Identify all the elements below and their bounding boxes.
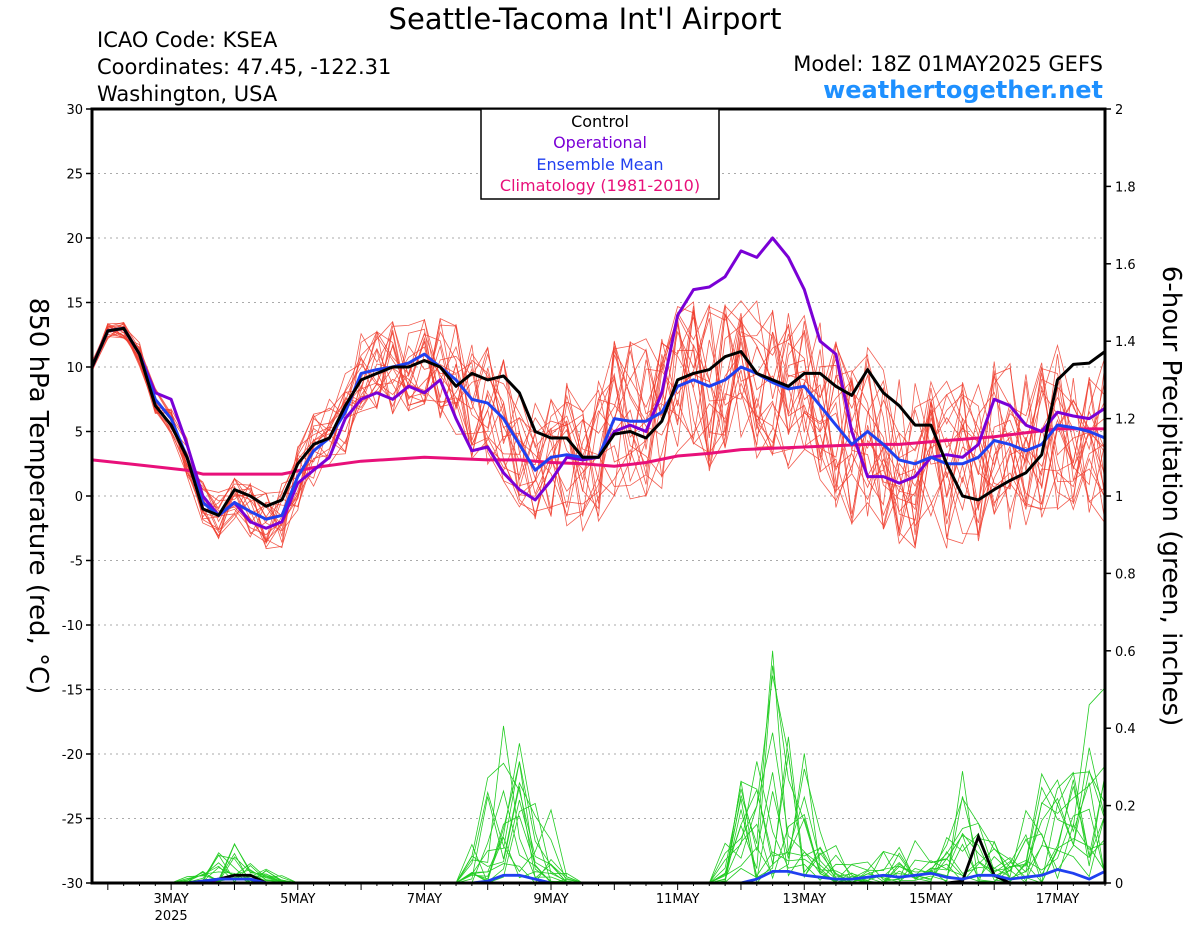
y-tick-label-right: 1.8 xyxy=(1115,180,1136,195)
legend-control: Control xyxy=(571,112,629,131)
member-temp-line xyxy=(91,300,1106,538)
y-tick-label-left: 0 xyxy=(75,490,83,505)
temp-climatology-1981-2010-line xyxy=(91,427,1105,476)
x-tick-label: 3MAY xyxy=(153,892,188,907)
x-tick-label: 5MAY xyxy=(280,892,315,907)
legend-climatology: Climatology (1981-2010) xyxy=(500,176,700,195)
y-tick-label-right: 2 xyxy=(1115,103,1123,118)
y-tick-label-right: 1.2 xyxy=(1115,413,1136,428)
y-axis-label-right: 6-hour Precipitation (green, inches) xyxy=(1156,266,1186,726)
member-precip-line xyxy=(92,747,1106,884)
x-tick-label: 13MAY xyxy=(782,892,826,907)
y-tick-label-right: 0 xyxy=(1115,877,1123,892)
member-precip-line xyxy=(92,743,1106,884)
legend-box: Control Operational Ensemble Mean Climat… xyxy=(480,108,720,200)
x-tick-label: 9MAY xyxy=(533,892,568,907)
y-tick-label-left: -30 xyxy=(62,877,83,892)
temp-control-line xyxy=(90,326,1106,517)
ensemble-members xyxy=(91,300,1106,885)
axis-ticks: 302520151050-5-10-15-20-25-3021.81.61.41… xyxy=(62,103,1136,924)
member-precip-line xyxy=(92,762,1106,884)
member-precip-line xyxy=(92,761,1106,885)
y-tick-label-left: 25 xyxy=(66,168,83,183)
coordinates: Coordinates: 47.45, -122.31 xyxy=(97,55,392,79)
x-tick-label: 7MAY xyxy=(407,892,442,907)
legend-operational: Operational xyxy=(553,133,647,152)
y-tick-label-left: -5 xyxy=(70,555,83,570)
y-tick-label-left: -15 xyxy=(62,684,83,699)
member-precip-line xyxy=(92,761,1106,884)
x-tick-label: 17MAY xyxy=(1036,892,1080,907)
y-tick-label-left: 5 xyxy=(75,426,83,441)
icao-code: ICAO Code: KSEA xyxy=(97,28,278,52)
y-tick-label-right: 1.6 xyxy=(1115,258,1136,273)
y-tick-label-left: -10 xyxy=(62,619,83,634)
x-tick-label: 15MAY xyxy=(909,892,953,907)
chart-title: Seattle-Tacoma Int'l Airport xyxy=(388,2,782,36)
y-tick-label-right: 0.8 xyxy=(1115,567,1136,582)
member-temp-line xyxy=(91,306,1106,540)
member-precip-line xyxy=(92,675,1106,884)
y-tick-label-left: 10 xyxy=(66,361,83,376)
x-tick-label: 11MAY xyxy=(656,892,700,907)
y-tick-label-left: 15 xyxy=(66,297,83,312)
legend-ensemble-mean: Ensemble Mean xyxy=(536,155,663,174)
y-axis-label-left: 850 hPa Temperature (red, °C) xyxy=(23,298,53,695)
region: Washington, USA xyxy=(97,82,278,106)
y-tick-label-right: 0.6 xyxy=(1115,645,1136,660)
y-tick-label-right: 1 xyxy=(1115,490,1123,505)
y-tick-label-right: 1.4 xyxy=(1115,335,1136,350)
y-tick-label-left: 30 xyxy=(66,103,83,118)
member-precip-line xyxy=(92,665,1106,884)
member-temp-line xyxy=(91,303,1106,545)
x-tick-sublabel: 2025 xyxy=(155,909,188,924)
y-tick-label-right: 0.4 xyxy=(1115,722,1136,737)
member-temp-line xyxy=(91,301,1106,547)
member-temp-line xyxy=(91,304,1106,549)
y-tick-label-right: 0.2 xyxy=(1115,800,1136,815)
website-link[interactable]: weathertogether.net xyxy=(823,76,1103,104)
model-run: Model: 18Z 01MAY2025 GEFS xyxy=(793,52,1103,76)
y-tick-label-left: 20 xyxy=(66,232,83,247)
member-temp-line xyxy=(91,300,1106,549)
y-tick-label-left: -20 xyxy=(62,748,83,763)
y-tick-label-left: -25 xyxy=(62,813,83,828)
